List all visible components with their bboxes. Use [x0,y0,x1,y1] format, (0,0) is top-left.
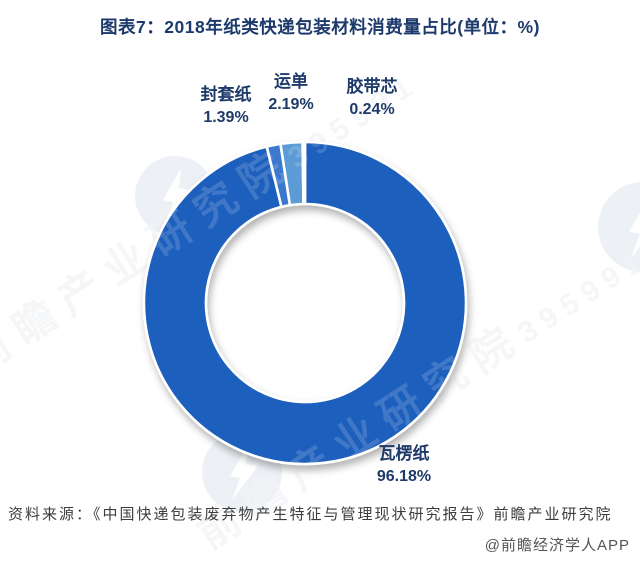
label-name: 胶带芯 [346,77,398,96]
source-note: 资料来源：《中国快递包装废弃物产生特征与管理现状研究报告》前瞻产业研究院 [8,506,613,523]
label-name: 瓦楞纸 [378,444,430,463]
label-value: 1.39% [203,109,249,126]
label-value: 2.19% [268,96,314,113]
label-fengtaozhi: 封套纸 1.39% [176,84,276,128]
label-jiadaixin: 胶带芯 0.24% [322,76,422,120]
page-title: 图表7：2018年纸类快递包装材料消费量占比(单位：%) [100,17,540,37]
label-name: 封套纸 [200,85,252,104]
donut-slice-胶带芯 [301,140,307,206]
label-name: 运单 [274,72,308,91]
label-yundan: 运单 2.19% [241,71,341,115]
credit-note: @前瞻经济学人APP [484,537,630,554]
donut-slice-瓦楞纸 [142,140,468,466]
label-value: 96.18% [376,468,432,485]
label-walengzhi: 瓦楞纸 96.18% [354,443,454,487]
label-value: 0.24% [349,101,395,118]
